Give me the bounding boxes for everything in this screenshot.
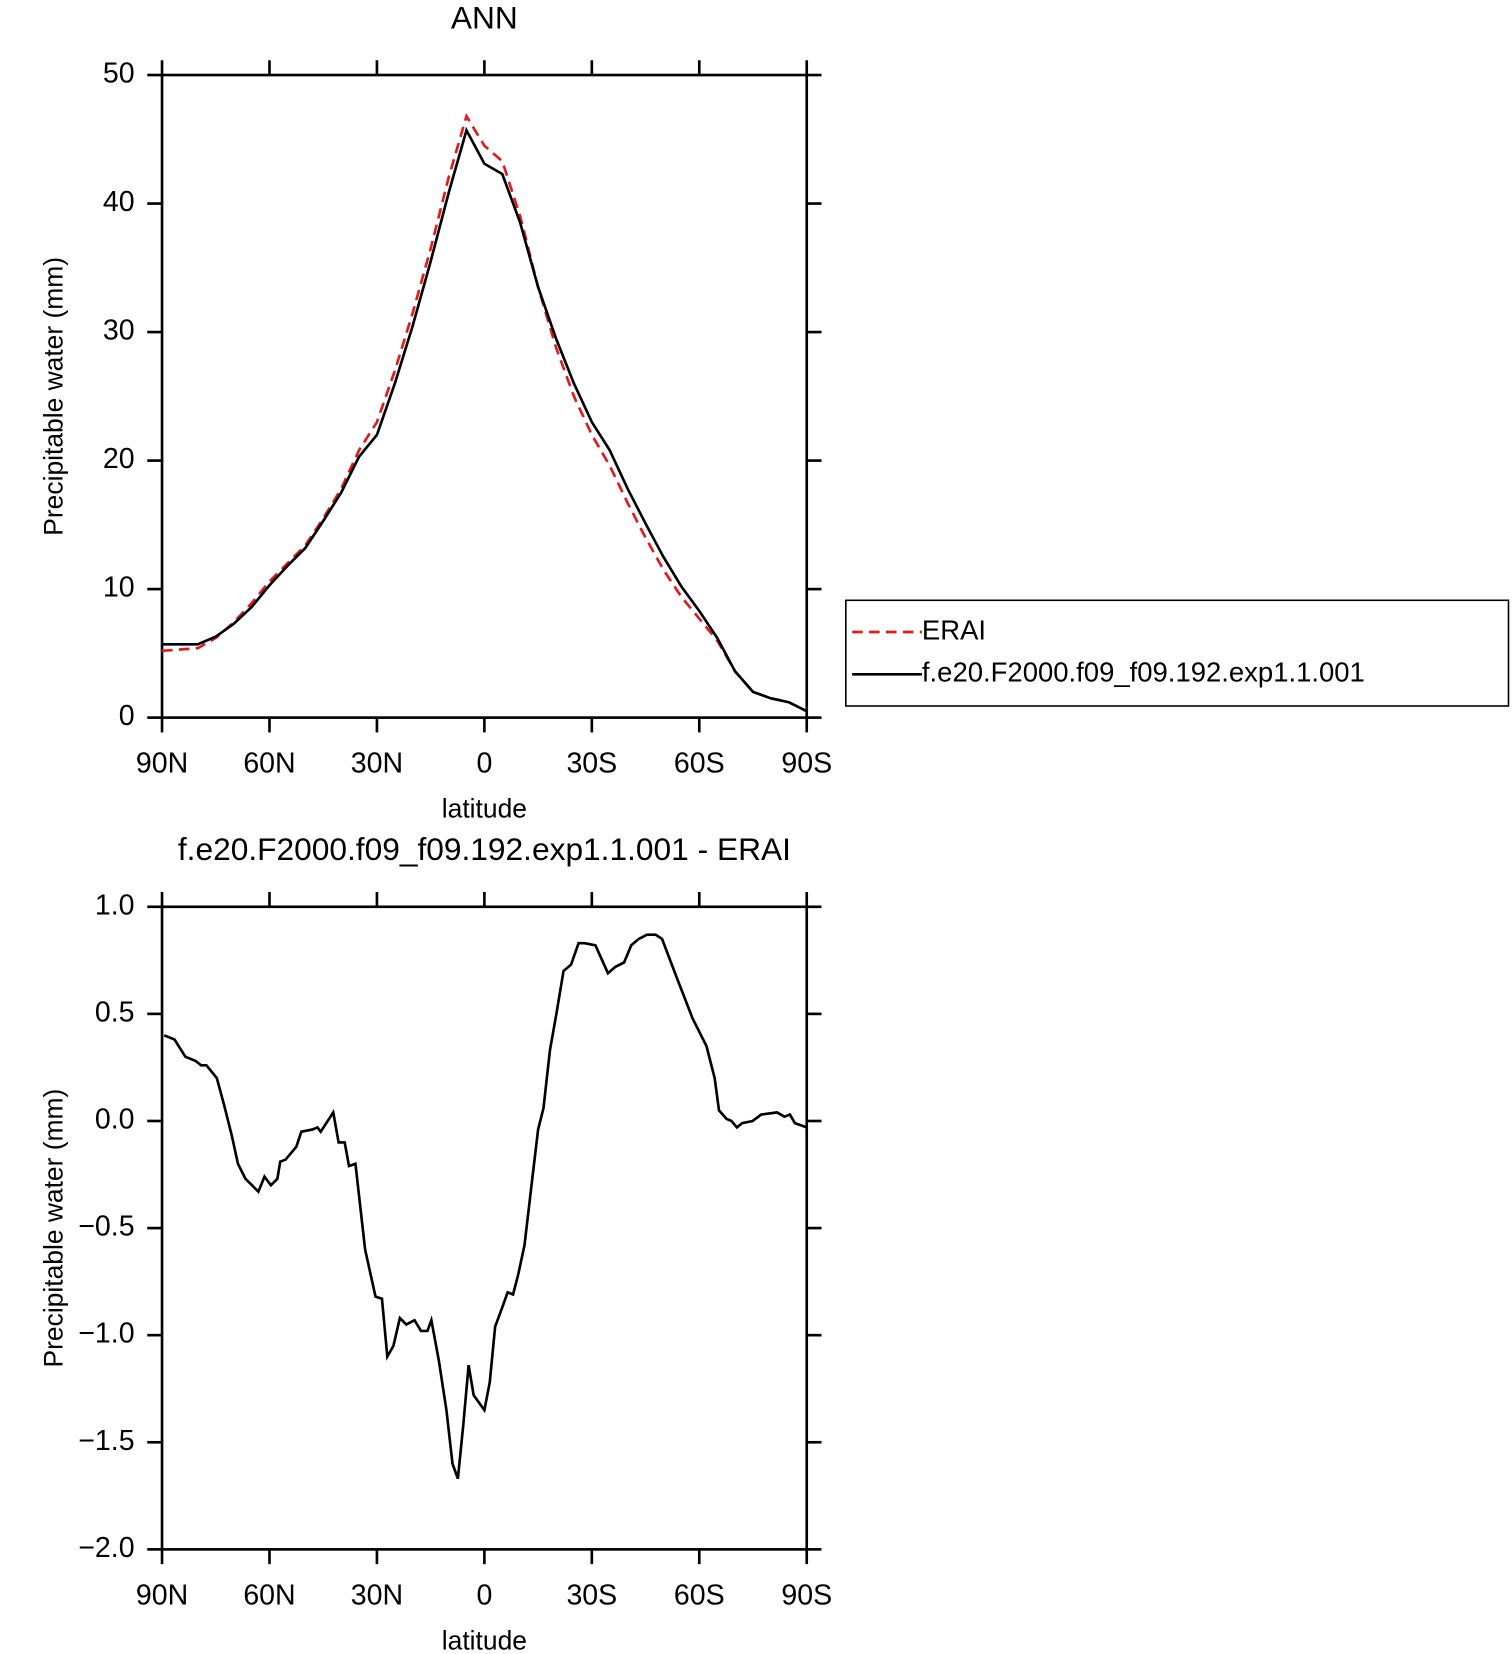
x-tick-label: 30S xyxy=(566,1579,617,1611)
y-tick-label: 0.5 xyxy=(95,996,135,1028)
x-tick-label: 30S xyxy=(566,748,617,780)
x-tick-label: 60S xyxy=(674,1579,725,1611)
legend-label: f.e20.F2000.f09_f09.192.exp1.1.001 xyxy=(922,657,1365,688)
y-tick-label: −1.5 xyxy=(78,1425,134,1457)
x-tick-label: 90S xyxy=(781,1579,832,1611)
data-line xyxy=(163,933,808,1480)
x-tick-label: 0 xyxy=(476,748,492,780)
data-line xyxy=(161,112,808,713)
y-tick-label: 40 xyxy=(103,186,135,218)
y-tick-label: 0 xyxy=(119,700,135,732)
x-tick-label: 0 xyxy=(476,1579,492,1611)
legend-label: ERAI xyxy=(922,614,986,645)
x-axis-label: latitude xyxy=(442,794,527,824)
plot-frame xyxy=(160,73,809,719)
y-tick-label: 20 xyxy=(103,443,135,475)
x-tick-label: 60N xyxy=(243,748,295,780)
chart-title: ANN xyxy=(451,0,518,35)
x-tick-label: 90N xyxy=(136,1579,188,1611)
y-tick-label: 1.0 xyxy=(95,889,135,921)
y-axis-label: Precipitable water (mm) xyxy=(38,1089,68,1368)
plot-frame xyxy=(160,905,809,1551)
legend-box xyxy=(845,599,1510,707)
x-tick-label: 90S xyxy=(781,748,832,780)
y-tick-label: −0.5 xyxy=(78,1211,134,1243)
x-tick-label: 30N xyxy=(351,748,403,780)
x-tick-label: 60N xyxy=(243,1579,295,1611)
y-tick-label: 30 xyxy=(103,315,135,347)
chart-title: f.e20.F2000.f09_f09.192.exp1.1.001 - ERA… xyxy=(178,831,791,867)
y-tick-label: −2.0 xyxy=(78,1532,134,1564)
y-axis-label: Precipitable water (mm) xyxy=(38,257,68,536)
y-tick-label: 50 xyxy=(103,58,135,90)
y-tick-label: 10 xyxy=(103,572,135,604)
y-tick-label: −1.0 xyxy=(78,1318,134,1350)
x-tick-label: 90N xyxy=(136,748,188,780)
x-tick-label: 30N xyxy=(351,1579,403,1611)
y-tick-label: 0.0 xyxy=(95,1104,135,1136)
x-axis-label: latitude xyxy=(442,1625,527,1654)
x-tick-label: 60S xyxy=(674,748,725,780)
data-line xyxy=(162,126,808,713)
